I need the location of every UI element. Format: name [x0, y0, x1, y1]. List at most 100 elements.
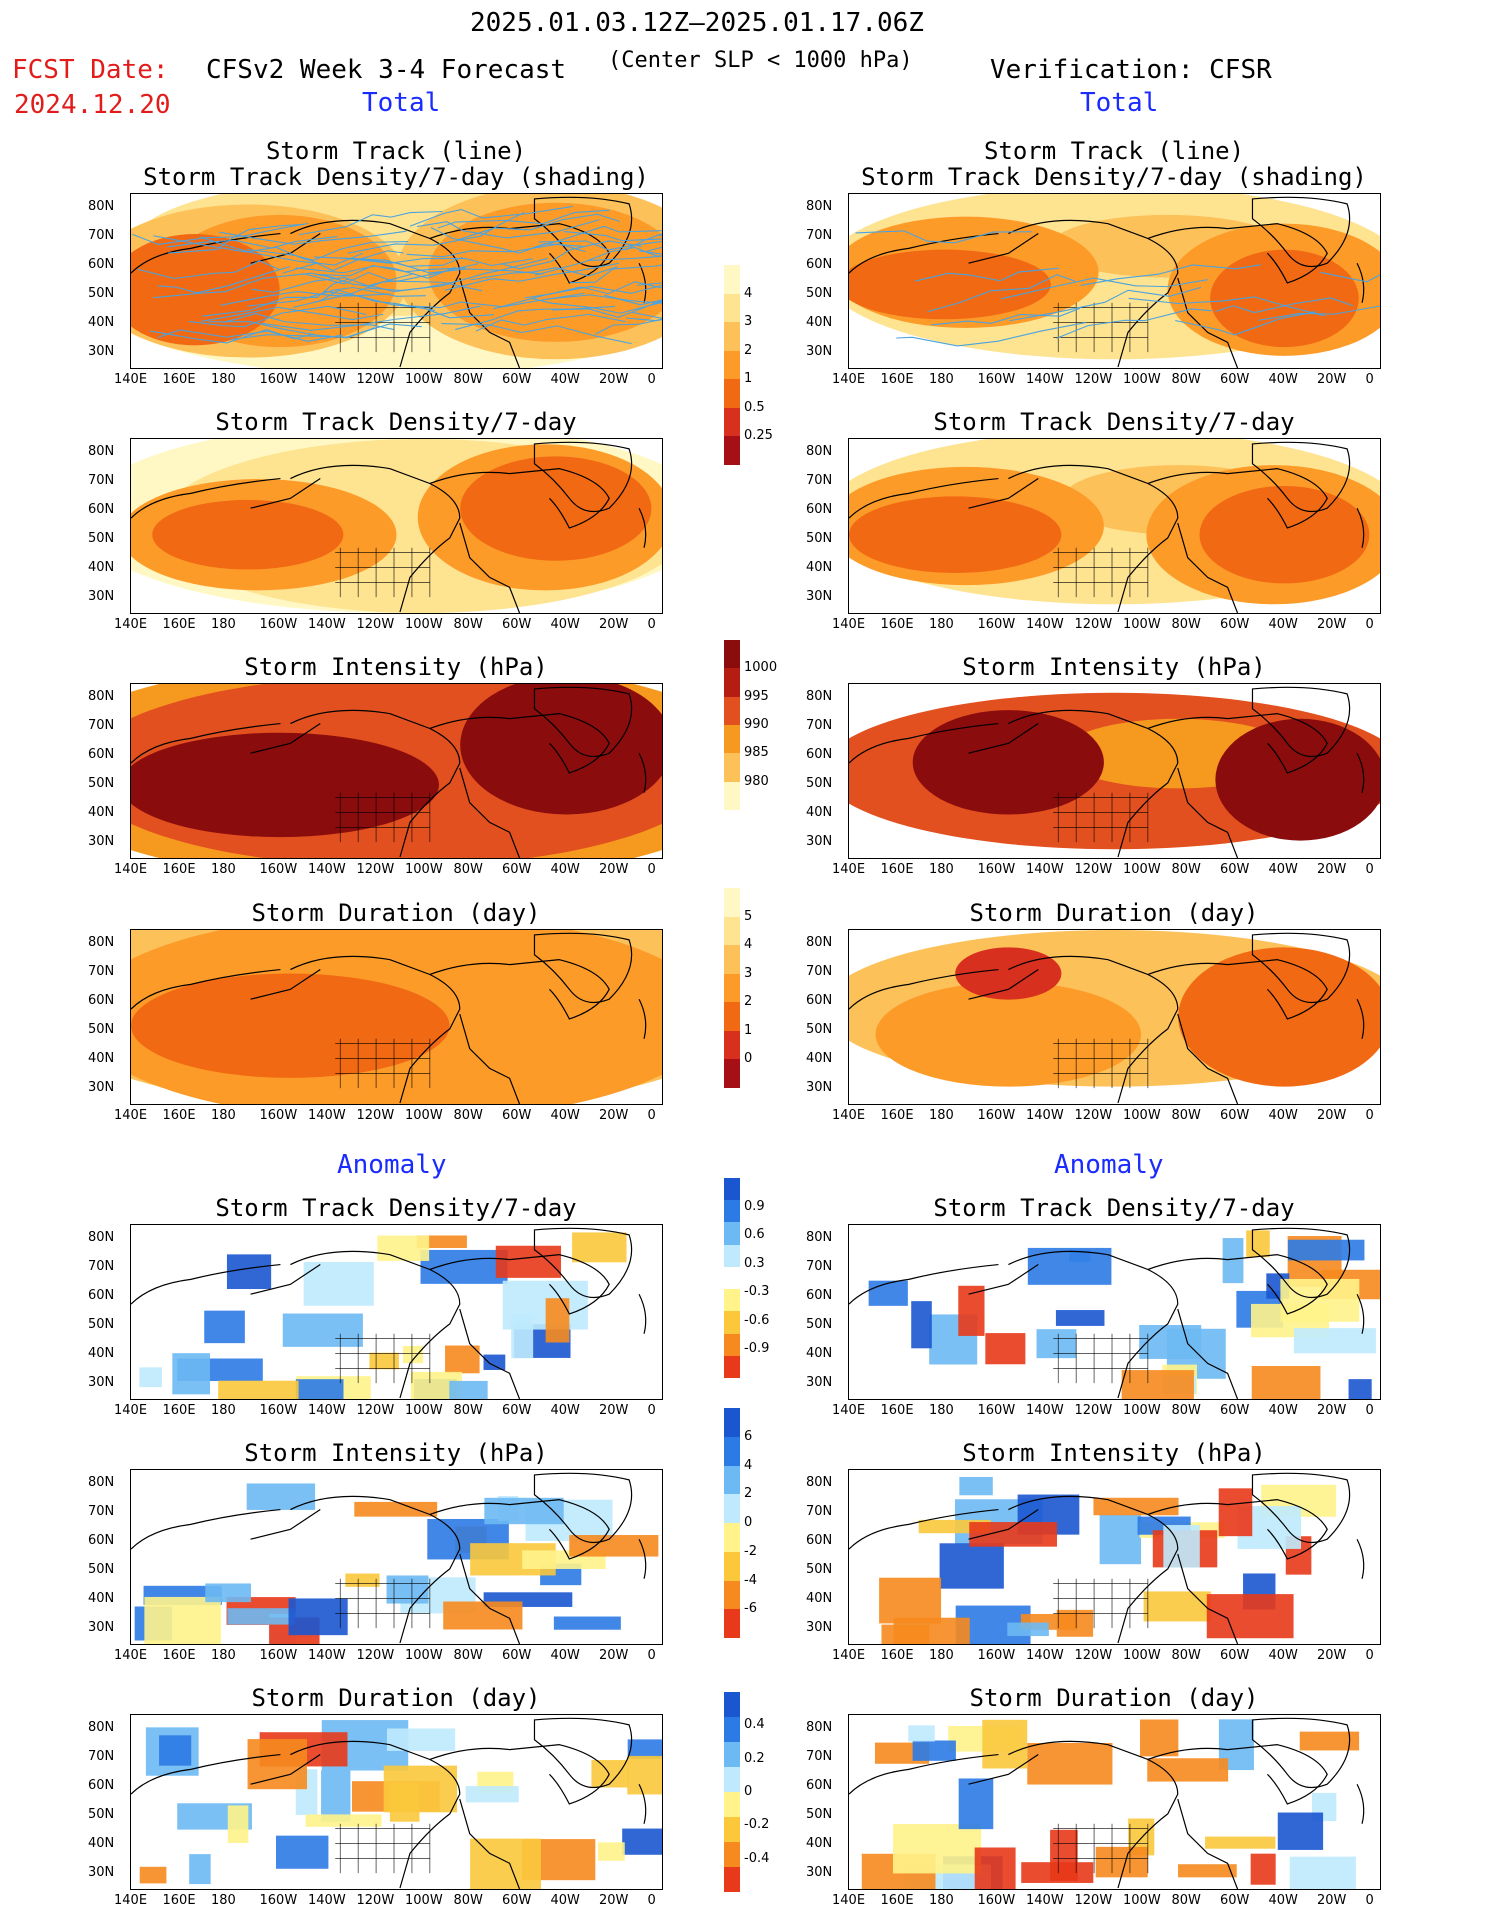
anomaly-cell — [1222, 1238, 1244, 1284]
colorbar-intensity — [724, 640, 740, 810]
lon-tick-label: 40W — [1268, 372, 1298, 387]
lon-tick-label: 180 — [929, 1108, 954, 1123]
lon-tick-label: 140W — [1026, 372, 1064, 387]
total-label-right: Total — [1080, 88, 1159, 118]
lon-tick-label: 20W — [1317, 1648, 1347, 1663]
lat-tick-label: 40N — [88, 1591, 115, 1606]
lon-tick-label: 60W — [1220, 617, 1250, 632]
lon-tick-label: 140E — [832, 372, 866, 387]
lon-tick-label: 160W — [977, 372, 1016, 387]
anomaly-cell — [305, 1814, 382, 1827]
colorbar-label: -6 — [744, 1601, 757, 1617]
anomaly-cell — [420, 1249, 508, 1284]
colorbar-label: 0.6 — [744, 1227, 765, 1243]
colorbar-swatch — [724, 1244, 740, 1267]
anomaly-cell — [484, 1497, 564, 1525]
coastline — [1251, 932, 1351, 1004]
anomaly-cell — [1147, 1758, 1229, 1782]
lon-tick-label: 80W — [1171, 862, 1201, 877]
colorbar-swatch — [724, 781, 740, 810]
lon-tick-label: 140W — [308, 1893, 346, 1908]
anomaly-cell — [622, 1828, 662, 1855]
coastline — [1251, 686, 1351, 758]
coastline — [1177, 1308, 1239, 1399]
lat-tick-label: 70N — [806, 718, 833, 733]
coastline — [849, 968, 999, 1010]
lon-tick-label: 160W — [977, 862, 1016, 877]
lon-tick-label: 120W — [356, 617, 395, 632]
anomaly-cell — [204, 1310, 245, 1344]
storm-track-line — [569, 264, 662, 284]
storm-track-line — [392, 292, 585, 309]
lon-tick-label: 140E — [114, 617, 148, 632]
lat-tick-label: 40N — [88, 805, 115, 820]
storm-track-line — [316, 265, 466, 277]
lon-tick-label: 60W — [502, 1403, 532, 1418]
lon-tick-label: 60W — [1220, 1108, 1250, 1123]
lon-tick-label: 160E — [162, 1108, 196, 1123]
coastline — [533, 686, 633, 758]
lat-tick-label: 80N — [88, 689, 115, 704]
colorbar-swatch — [724, 1767, 740, 1792]
map-svg — [131, 1227, 647, 1399]
coastline — [459, 1553, 521, 1644]
anomaly-cell — [1163, 1525, 1200, 1568]
anomaly-cell — [172, 1353, 211, 1395]
forecast-aint-map — [130, 1469, 663, 1645]
lat-tick-label: 40N — [88, 1051, 115, 1066]
coastline — [849, 232, 999, 274]
period-title: 2025.01.03.12Z–2025.01.17.06Z — [470, 8, 924, 38]
storm-track-line — [855, 230, 1032, 244]
storm-track-line — [347, 211, 525, 254]
density-shading — [152, 499, 344, 570]
colorbar-swatch — [724, 1609, 740, 1638]
coastline — [459, 522, 521, 613]
coastline — [1147, 223, 1328, 284]
lon-tick-label: 100W — [405, 1648, 443, 1663]
colorbar-swatch — [724, 1742, 740, 1767]
lat-tick-label: 50N — [806, 776, 833, 791]
lon-tick-label: 20W — [599, 1648, 629, 1663]
map-svg — [849, 1227, 1380, 1399]
anomaly-cell — [958, 1778, 994, 1830]
verification-label: Verification: CFSR — [990, 55, 1272, 85]
colorbar-swatch — [724, 1289, 740, 1312]
verification-adur-map — [848, 1714, 1381, 1890]
storm-track-line — [1215, 297, 1353, 314]
coastline — [533, 441, 633, 513]
lon-tick-label: 80W — [1171, 372, 1201, 387]
coastline — [429, 1499, 610, 1560]
storm-track-line — [261, 305, 481, 331]
lon-tick-label: 180 — [211, 372, 236, 387]
storm-track-line — [132, 222, 309, 246]
lon-tick-label: 60W — [502, 1108, 532, 1123]
anomaly-cell — [912, 1740, 956, 1761]
lat-tick-label: 60N — [88, 257, 115, 272]
anomaly-cell — [483, 1354, 506, 1370]
anomaly-cell — [345, 1573, 380, 1587]
coastline — [638, 507, 647, 548]
lon-tick-label: 140E — [832, 862, 866, 877]
coastline — [131, 477, 281, 519]
lat-tick-label: 30N — [806, 1080, 833, 1095]
anomaly-cell — [502, 1280, 588, 1330]
coastline — [1251, 1717, 1351, 1789]
anomaly-cell — [445, 1345, 480, 1374]
panel-title: Storm Duration (day) — [251, 1684, 541, 1712]
coastline — [1177, 277, 1239, 368]
lat-tick-label: 60N — [806, 1533, 833, 1548]
storm-track-line — [246, 241, 409, 261]
lon-tick-label: 0 — [1365, 1108, 1374, 1123]
anomaly-cell — [218, 1380, 299, 1399]
anomaly-cell — [1140, 1719, 1179, 1757]
storm-track-line — [531, 297, 662, 314]
lat-tick-label: 30N — [806, 1375, 833, 1390]
coastline — [459, 767, 521, 858]
lon-tick-label: 100W — [1123, 372, 1161, 387]
lon-tick-label: 160W — [259, 1893, 298, 1908]
lat-tick-label: 40N — [88, 315, 115, 330]
colorbar-swatch — [724, 1580, 740, 1610]
colorbar-label: 0.3 — [744, 1255, 765, 1271]
lat-tick-label: 70N — [88, 1259, 115, 1274]
lon-tick-label: 0 — [1365, 372, 1374, 387]
